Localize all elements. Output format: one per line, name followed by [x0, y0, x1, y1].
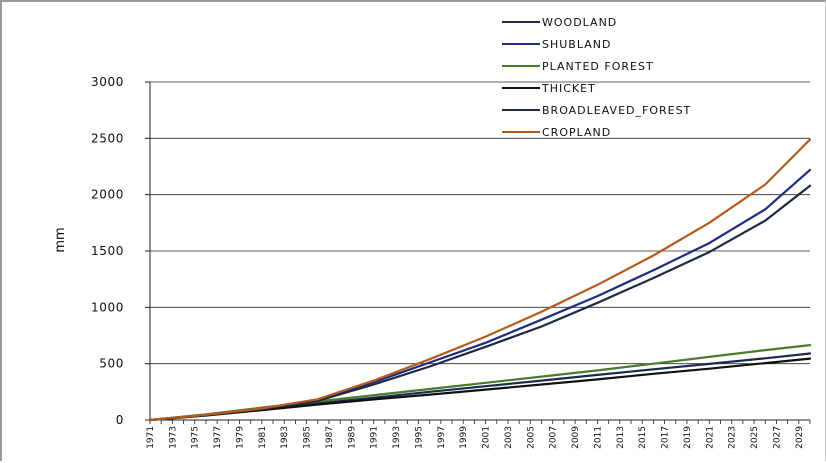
x-tick-label-2009: 2009 — [571, 426, 581, 449]
x-tick-label-2021: 2021 — [705, 426, 715, 449]
x-tick-label-2011: 2011 — [593, 426, 603, 449]
grid-layer — [150, 81, 810, 365]
y-tick-label-500: 500 — [99, 357, 124, 371]
y-tick-label-2500: 2500 — [91, 131, 124, 145]
x-tick-label-1975: 1975 — [191, 426, 201, 449]
y-tick-label-1500: 1500 — [91, 244, 124, 258]
x-tick-label-2001: 2001 — [482, 426, 492, 449]
x-tick-label-1977: 1977 — [213, 426, 223, 449]
x-tick-label-1995: 1995 — [414, 426, 424, 449]
x-tick-label-2029: 2029 — [795, 426, 805, 449]
x-tick-label-2023: 2023 — [728, 426, 738, 449]
x-tick-label-1997: 1997 — [437, 426, 447, 449]
y-tick-label-2000: 2000 — [91, 188, 124, 202]
x-tick-label-1989: 1989 — [347, 426, 357, 449]
x-tick-label-2027: 2027 — [772, 426, 782, 449]
x-tick-label-2003: 2003 — [504, 426, 514, 449]
x-tick-labels: 1971 1973 1975 1977 1979 1981 1983 1985 1987 1989… — [146, 426, 805, 449]
x-tick-label-2017: 2017 — [661, 426, 671, 449]
x-tick-label-1981: 1981 — [258, 426, 268, 449]
x-tick-label-1999: 1999 — [459, 426, 469, 449]
x-tick-label-1971: 1971 — [146, 426, 156, 449]
x-tick-label-1993: 1993 — [392, 426, 402, 449]
axis-layer — [145, 81, 811, 424]
x-tick-label-1983: 1983 — [280, 426, 290, 449]
series-line-cropland — [148, 138, 812, 422]
legend-label-planted-forest: PLANTED FOREST — [542, 60, 654, 73]
x-tick-label-1973: 1973 — [168, 426, 178, 449]
x-tick-label-2007: 2007 — [549, 426, 559, 449]
y-tick-label-3000: 3000 — [91, 75, 124, 89]
series-layer — [148, 138, 812, 422]
legend-label-shubland: SHUBLAND — [542, 38, 611, 51]
x-tick-label-1985: 1985 — [303, 426, 313, 449]
legend-label-thicket: THICKET — [541, 82, 596, 95]
x-tick-label-2015: 2015 — [638, 426, 648, 449]
legend: WOODLAND SHUBLAND PLANTED FOREST THICKET BRO… — [502, 16, 691, 139]
y-tick-label-0: 0 — [116, 413, 124, 427]
y-tick-labels: 0 500 1000 1500 2000 2500 3000 — [91, 75, 124, 427]
y-axis-title: mm — [53, 227, 68, 252]
x-tick-label-2025: 2025 — [750, 426, 760, 449]
x-tick-label-1987: 1987 — [325, 426, 335, 449]
x-tick-label-1991: 1991 — [370, 426, 380, 449]
x-tick-label-2005: 2005 — [526, 426, 536, 449]
y-tick-label-1000: 1000 — [91, 300, 124, 314]
x-tick-label-1979: 1979 — [235, 426, 245, 449]
series-line-planted-forest — [148, 344, 812, 422]
legend-label-woodland: WOODLAND — [542, 16, 617, 29]
legend-label-cropland: CROPLAND — [542, 126, 611, 139]
x-tick-label-2019: 2019 — [683, 426, 693, 449]
x-tick-label-2013: 2013 — [616, 426, 626, 449]
legend-label-broadleaved-forest: BROADLEAVED_FOREST — [542, 104, 691, 117]
